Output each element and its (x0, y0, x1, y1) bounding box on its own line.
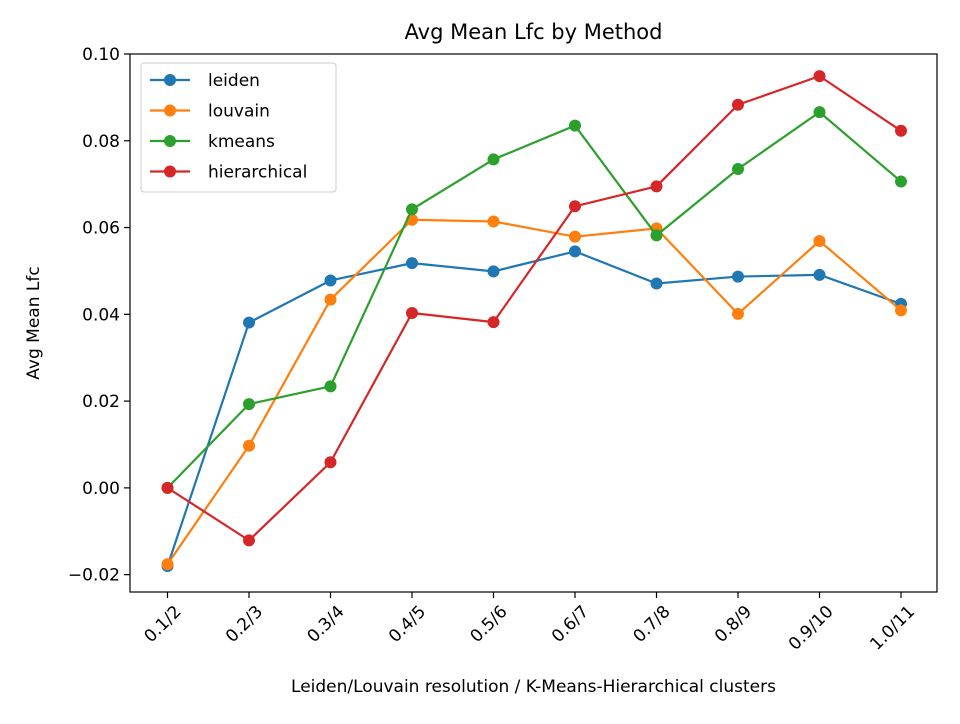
data-point-kmeans (487, 153, 500, 166)
y-tick-label: 0.02 (82, 392, 120, 412)
data-point-leiden (569, 245, 581, 258)
series-line-louvain (166, 218, 902, 565)
data-point-kmeans (895, 175, 907, 188)
legend-label-kmeans: kmeans (208, 132, 275, 152)
y-tick-label: 0.00 (82, 479, 120, 499)
data-point-leiden (243, 316, 255, 329)
legend-marker-louvain (164, 104, 176, 117)
data-point-kmeans (324, 380, 337, 393)
legend-box (140, 62, 337, 193)
data-point-hierarchical (732, 98, 744, 111)
data-point-kmeans (243, 398, 255, 411)
data-point-kmeans (732, 162, 744, 175)
data-point-kmeans (650, 229, 663, 242)
data-point-louvain (813, 234, 826, 247)
legend-marker-hierarchical (164, 165, 176, 178)
x-axis-label: Leiden/Louvain resolution / K-Means-Hier… (291, 677, 776, 697)
data-point-louvain (895, 304, 907, 317)
data-point-hierarchical (324, 456, 337, 469)
data-point-leiden (650, 277, 663, 290)
y-tick-label: 0.10 (82, 45, 120, 65)
y-tick-label: 0.04 (82, 305, 120, 325)
data-point-leiden (406, 257, 418, 270)
data-point-louvain (161, 558, 174, 571)
series-line-kmeans (166, 111, 902, 489)
y-tick-label: 0.06 (82, 219, 120, 239)
legend-label-hierarchical: hierarchical (208, 163, 307, 183)
data-point-hierarchical (569, 200, 581, 213)
data-point-louvain (324, 293, 337, 306)
legend-marker-kmeans (164, 135, 176, 147)
data-point-kmeans (813, 106, 826, 119)
data-point-hierarchical (650, 180, 663, 193)
y-axis-label: Avg Mean Lfc (24, 266, 44, 379)
chart-title: Avg Mean Lfc by Method (405, 20, 663, 44)
data-point-hierarchical (895, 124, 907, 137)
legend-marker-leiden (164, 74, 176, 86)
data-point-louvain (732, 307, 744, 320)
data-point-hierarchical (161, 481, 174, 494)
data-point-louvain (569, 230, 581, 243)
data-point-hierarchical (813, 70, 826, 83)
plot-frame (129, 53, 938, 593)
data-point-hierarchical (406, 307, 418, 320)
legend: leiden louvain kmeans hierarchical (140, 62, 337, 193)
data-point-louvain (243, 439, 255, 452)
data-point-leiden (324, 274, 337, 287)
data-point-hierarchical (243, 534, 255, 547)
legend-label-louvain: louvain (208, 102, 270, 122)
series-line-hierarchical (166, 75, 902, 542)
data-point-leiden (487, 265, 500, 278)
data-point-hierarchical (487, 316, 500, 329)
data-point-leiden (813, 268, 826, 281)
y-tick-label: 0.08 (82, 132, 120, 152)
series-line-leiden (166, 250, 902, 567)
legend-label-leiden: leiden (208, 71, 260, 91)
y-tick-label: −0.02 (68, 566, 120, 586)
data-point-leiden (732, 270, 744, 283)
data-point-kmeans (406, 203, 418, 216)
data-point-kmeans (569, 119, 581, 132)
data-point-louvain (487, 215, 500, 228)
